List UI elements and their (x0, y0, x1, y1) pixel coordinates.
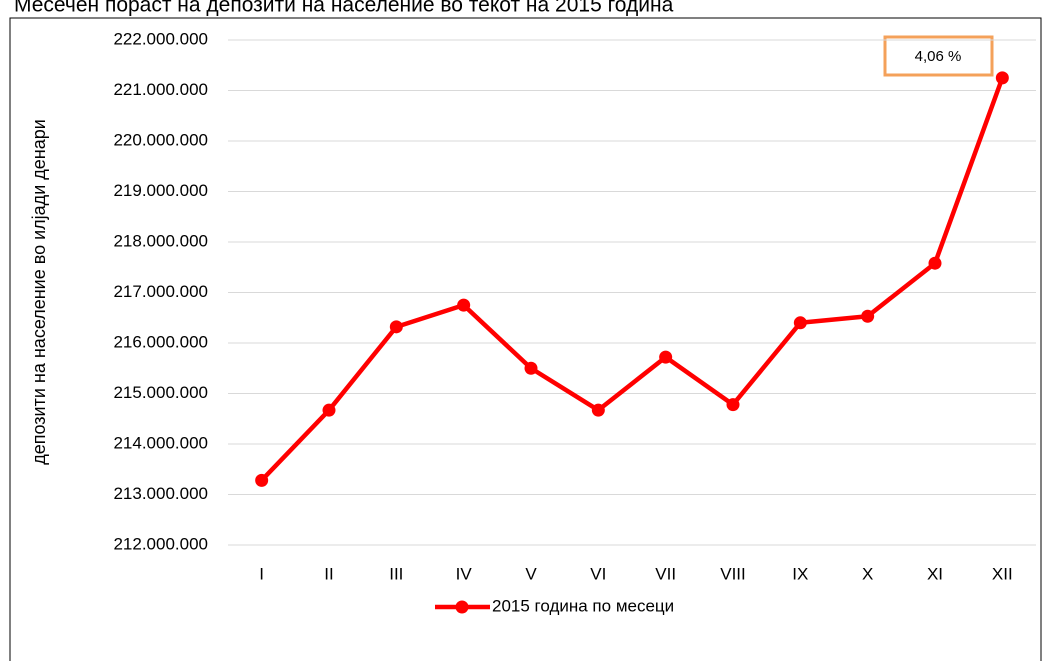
x-tick-label: VI (590, 564, 606, 583)
data-point (255, 473, 269, 487)
y-axis-label: депозити на население во илјади денари (29, 119, 49, 465)
annotation-box (883, 35, 994, 77)
data-point (524, 361, 538, 375)
y-tick-label: 214.000.000 (113, 433, 208, 452)
y-tick-label: 222.000.000 (113, 29, 208, 48)
chart-border (9, 17, 1042, 661)
data-point (793, 316, 807, 330)
y-tick-label: 220.000.000 (113, 130, 208, 149)
data-point (861, 309, 875, 323)
y-tick-label: 216.000.000 (113, 332, 208, 351)
y-tick-label: 219.000.000 (113, 181, 208, 200)
data-point (591, 403, 605, 417)
legend-marker (455, 600, 469, 614)
y-tick-label: 213.000.000 (113, 484, 208, 503)
data-point (457, 298, 471, 312)
x-tick-label: VIII (720, 564, 746, 583)
y-tick-label: 218.000.000 (113, 231, 208, 250)
legend-label: 2015 година по месеци (492, 596, 674, 615)
y-tick-label: 212.000.000 (113, 534, 208, 553)
x-tick-label: X (862, 564, 873, 583)
y-tick-label: 221.000.000 (113, 80, 208, 99)
data-point (928, 256, 942, 270)
x-tick-label: I (259, 564, 264, 583)
data-point (726, 398, 740, 412)
x-tick-label: II (324, 564, 333, 583)
data-point (389, 320, 403, 334)
x-tick-label: III (389, 564, 403, 583)
x-tick-label: XII (992, 564, 1013, 583)
annotation: 4,06 % (915, 48, 962, 65)
data-point (322, 403, 336, 417)
series-line (260, 77, 1005, 482)
x-tick-label: XI (927, 564, 943, 583)
data-point (659, 350, 673, 364)
x-tick-label: IV (456, 564, 473, 583)
x-tick-label: VII (655, 564, 676, 583)
chart-title: Месечен пораст на депозити на население … (14, 0, 674, 17)
x-tick-label: V (525, 564, 537, 583)
y-tick-label: 215.000.000 (113, 383, 208, 402)
data-point (995, 71, 1009, 85)
x-tick-label: IX (792, 564, 808, 583)
y-tick-label: 217.000.000 (113, 282, 208, 301)
